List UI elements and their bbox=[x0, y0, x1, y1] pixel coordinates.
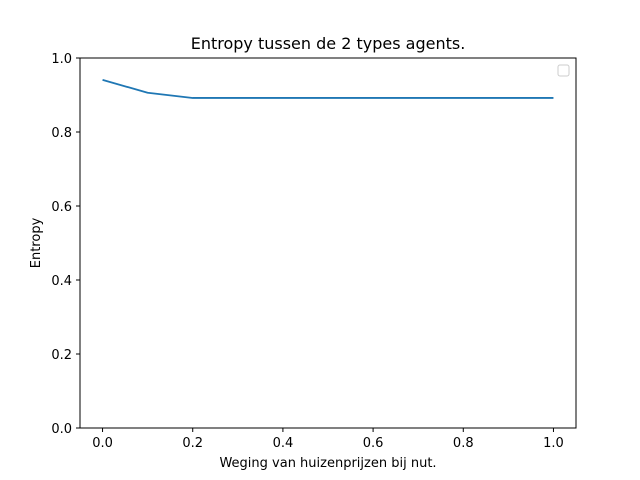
legend-box bbox=[557, 64, 570, 77]
plot-frame bbox=[79, 57, 577, 429]
y-tick-label: 0.2 bbox=[51, 348, 72, 363]
chart-title: Entropy tussen de 2 types agents. bbox=[191, 34, 466, 53]
y-axis-ticks: 0.0 0.2 0.4 0.6 0.8 1.0 bbox=[51, 52, 80, 437]
y-tick-label: 0.6 bbox=[51, 200, 72, 215]
x-axis-ticks: 0.0 0.2 0.4 0.6 0.8 1.0 bbox=[92, 428, 564, 451]
x-tick-label: 1.0 bbox=[543, 436, 564, 451]
y-tick-label: 0.4 bbox=[51, 274, 72, 289]
y-tick-label: 0.0 bbox=[51, 422, 72, 437]
series-lines bbox=[102, 78, 554, 99]
x-tick-label: 0.2 bbox=[182, 436, 203, 451]
y-axis-label: Entropy bbox=[29, 217, 44, 268]
x-axis-label: Weging van huizenprijzen bij nut. bbox=[219, 456, 436, 471]
series-line bbox=[102, 78, 554, 99]
y-tick-label: 0.8 bbox=[51, 126, 72, 141]
x-tick-label: 0.0 bbox=[92, 436, 113, 451]
x-tick-label: 0.8 bbox=[453, 436, 474, 451]
x-tick-label: 0.6 bbox=[363, 436, 384, 451]
y-tick-label: 1.0 bbox=[51, 52, 72, 67]
x-tick-label: 0.4 bbox=[273, 436, 294, 451]
plot-area bbox=[80, 58, 576, 428]
